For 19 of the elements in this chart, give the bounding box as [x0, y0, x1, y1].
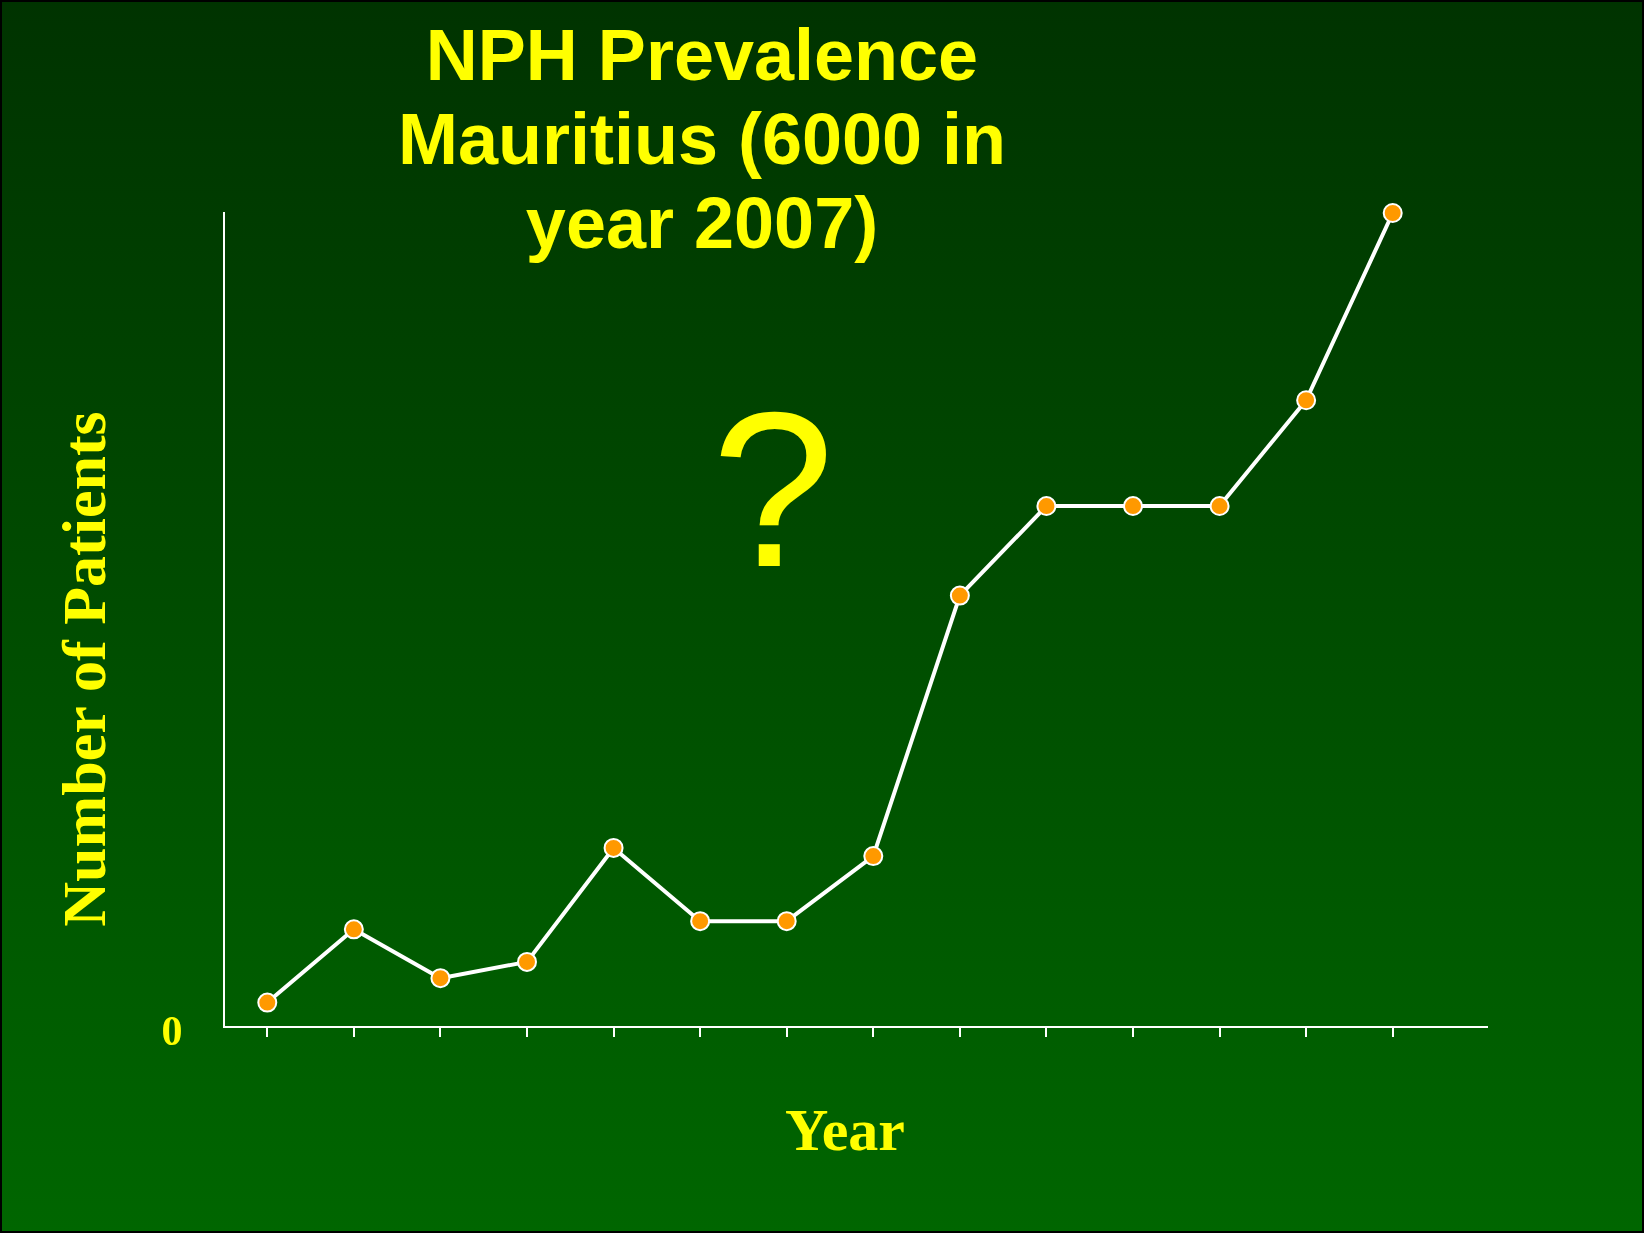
point [1209, 496, 1230, 517]
point [690, 911, 711, 932]
point [776, 911, 797, 932]
point [1382, 203, 1403, 223]
point [257, 992, 278, 1013]
point [1123, 496, 1143, 517]
text: 0 [161, 1007, 183, 1054]
point [517, 951, 537, 972]
point [1036, 496, 1057, 517]
point [863, 846, 884, 867]
point [343, 919, 364, 940]
point [430, 968, 451, 989]
annotation: ? [711, 367, 835, 614]
x-axis-title: Year [785, 1095, 905, 1165]
point [949, 585, 970, 606]
point [1296, 390, 1317, 411]
chart-title: NPH Prevalence Mauritius (6000 in year 2007) [396, 14, 1008, 265]
y-axis-title: Number of Patients [48, 411, 119, 927]
point [603, 837, 624, 858]
